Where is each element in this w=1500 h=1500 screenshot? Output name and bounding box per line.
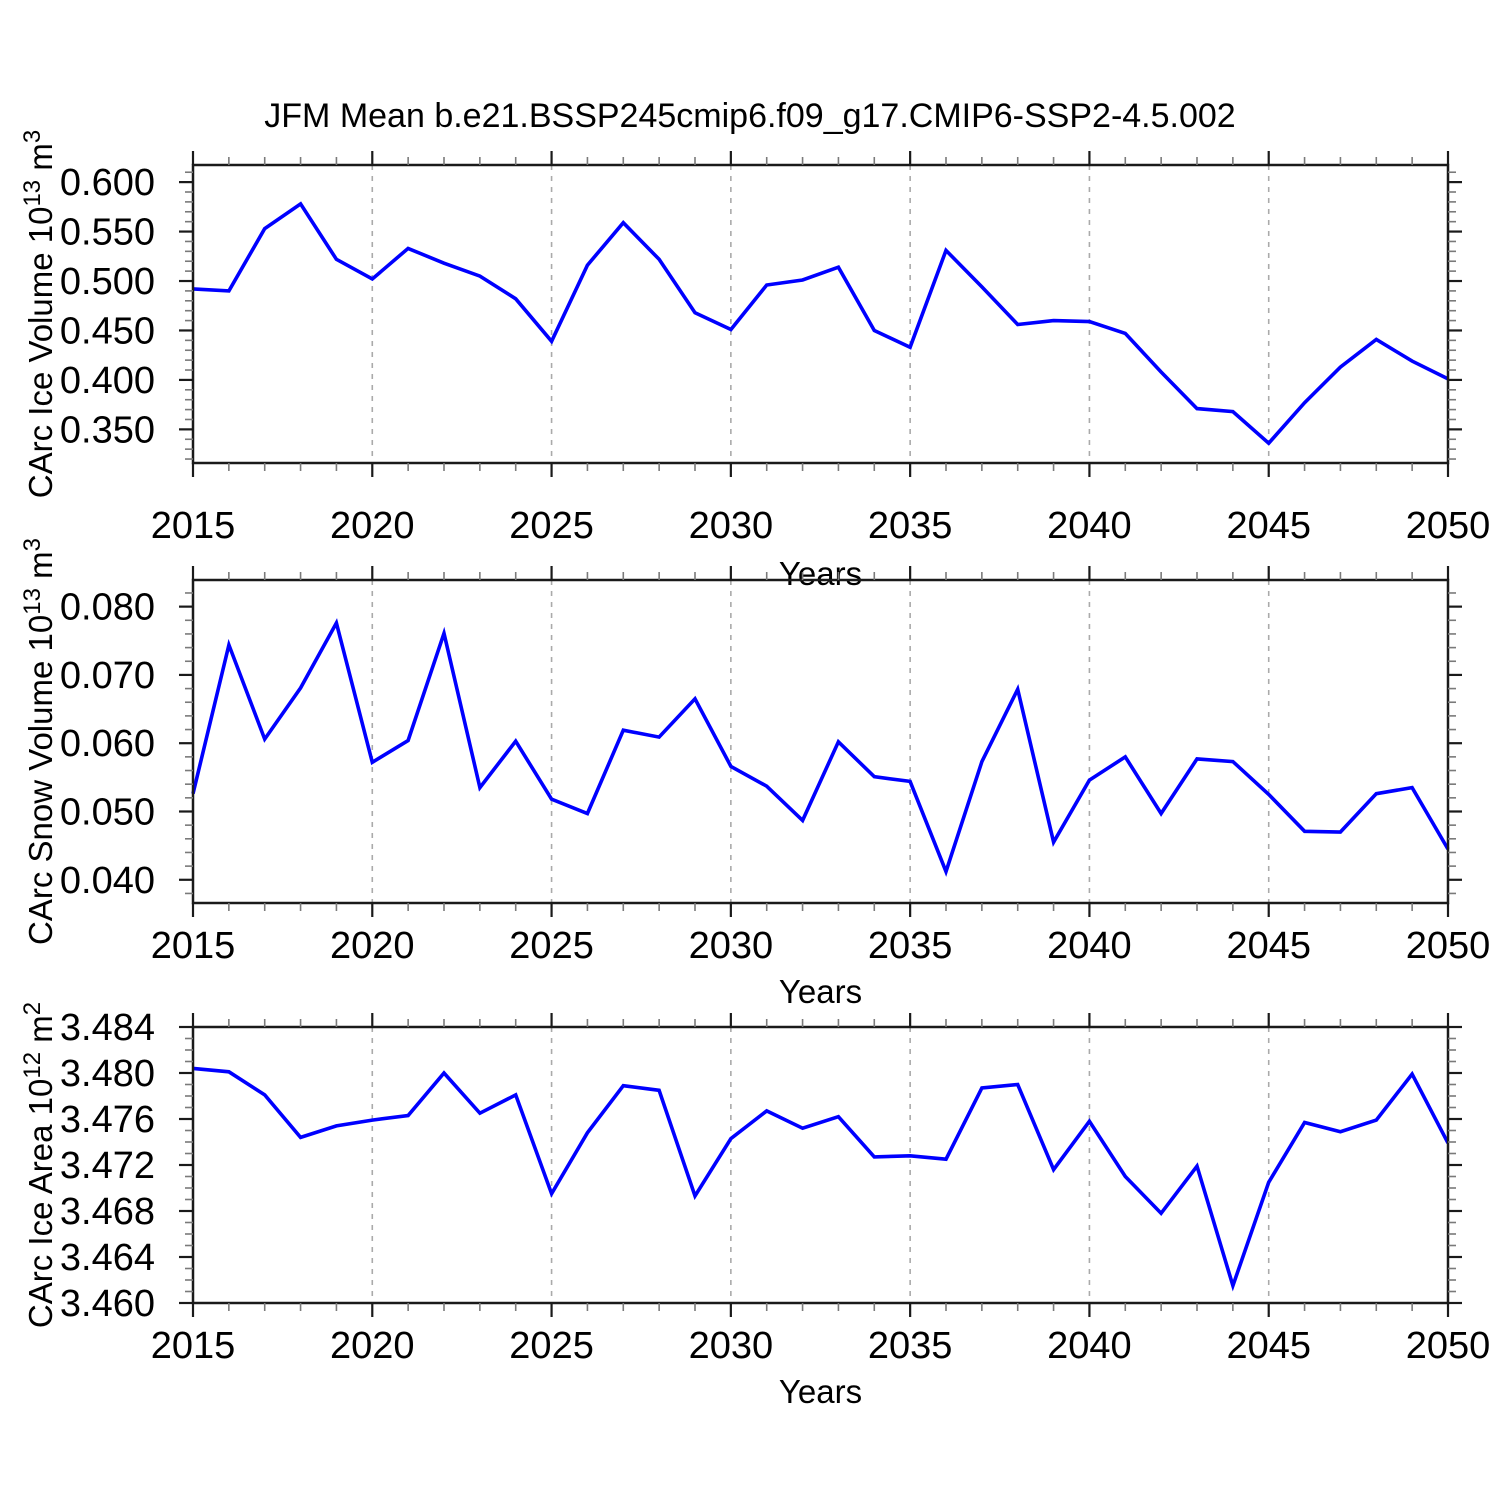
y-axis-title: CArc Ice Area 1012 m2	[19, 1002, 59, 1328]
x-tick-label: 2030	[689, 505, 774, 547]
y-title-superscript: 3	[19, 538, 46, 551]
x-tick-label: 2035	[868, 1325, 953, 1367]
y-tick-label: 3.460	[60, 1283, 155, 1325]
x-tick-label: 2040	[1047, 925, 1132, 967]
y-title-text: CArc Ice Area 10	[22, 1079, 59, 1328]
y-title-text: CArc Snow Volume 10	[22, 615, 59, 945]
x-tick-label: 2045	[1226, 505, 1311, 547]
x-tick-label: 2045	[1226, 925, 1311, 967]
y-axis-title: CArc Snow Volume 1013 m3	[19, 538, 59, 945]
x-axis-title: Years	[779, 555, 862, 592]
x-tick-label: 2045	[1226, 1325, 1311, 1367]
data-line	[192, 1066, 1450, 1292]
x-tick-label: 2035	[868, 505, 953, 547]
data-line	[192, 201, 1449, 446]
x-tick-label: 2015	[151, 925, 236, 967]
x-tick-label: 2020	[330, 925, 415, 967]
y-tick-label: 0.050	[60, 791, 155, 833]
y-tick-label: 3.476	[60, 1099, 155, 1141]
x-tick-label: 2015	[151, 505, 236, 547]
y-tick-label: 0.350	[60, 409, 155, 451]
x-tick-label: 2030	[689, 1325, 774, 1367]
y-title-superscript: 12	[19, 1052, 46, 1079]
y-tick-label: 0.500	[60, 261, 155, 303]
y-title-text: m	[22, 1015, 59, 1052]
y-tick-label: 3.472	[60, 1145, 155, 1187]
y-title-superscript: 13	[19, 588, 46, 615]
x-tick-label: 2025	[509, 1325, 594, 1367]
y-tick-label: 3.480	[60, 1053, 155, 1095]
y-title-superscript: 3	[19, 130, 46, 143]
y-title-text: m	[22, 551, 59, 588]
x-axis-title: Years	[779, 973, 862, 1010]
y-tick-label: 0.040	[60, 860, 155, 902]
x-axis-title: Years	[779, 1373, 862, 1410]
x-tick-label: 2020	[330, 505, 415, 547]
y-tick-label: 0.600	[60, 162, 155, 204]
y-title-superscript: 13	[19, 180, 46, 207]
x-tick-label: 2025	[509, 505, 594, 547]
x-tick-label: 2015	[151, 1325, 236, 1367]
y-tick-label: 3.468	[60, 1191, 155, 1233]
y-tick-label: 3.464	[60, 1237, 155, 1279]
y-title-superscript: 2	[19, 1002, 46, 1015]
y-axis-title: CArc Ice Volume 1013 m3	[19, 130, 59, 498]
figure-title: JFM Mean b.e21.BSSP245cmip6.f09_g17.CMIP…	[264, 97, 1235, 135]
x-tick-label: 2040	[1047, 505, 1132, 547]
panel-snow-volume: 0.040 0.050 0.060 0.070 0.080 2015 2020 2025 203…	[19, 538, 1490, 1010]
y-tick-label: 0.080	[60, 587, 155, 629]
data-line	[191, 618, 1450, 877]
y-title-text: CArc Ice Volume 10	[22, 207, 59, 499]
plot-border	[191, 578, 1450, 905]
y-tick-label: 0.060	[60, 723, 155, 765]
x-tick-label: 2035	[868, 925, 953, 967]
x-tick-label: 2025	[509, 925, 594, 967]
x-tick-label: 2020	[330, 1325, 415, 1367]
y-tick-label: 3.484	[60, 1007, 155, 1049]
x-tick-label: 2050	[1406, 1325, 1491, 1367]
x-tick-label: 2050	[1406, 505, 1491, 547]
plot-border	[191, 163, 1450, 465]
y-title-text: m	[22, 143, 59, 180]
y-tick-label: 0.450	[60, 310, 155, 352]
x-tick-label: 2040	[1047, 1325, 1132, 1367]
y-tick-label: 0.070	[60, 655, 155, 697]
y-tick-label: 0.400	[60, 360, 155, 402]
y-tick-label: 0.550	[60, 212, 155, 254]
x-tick-label: 2030	[689, 925, 774, 967]
x-tick-label: 2050	[1406, 925, 1491, 967]
panel-ice-volume: 0.350 0.400 0.450 0.500 0.550 0.600 2015 2020 20…	[19, 130, 1490, 592]
plot-border	[191, 1025, 1450, 1305]
